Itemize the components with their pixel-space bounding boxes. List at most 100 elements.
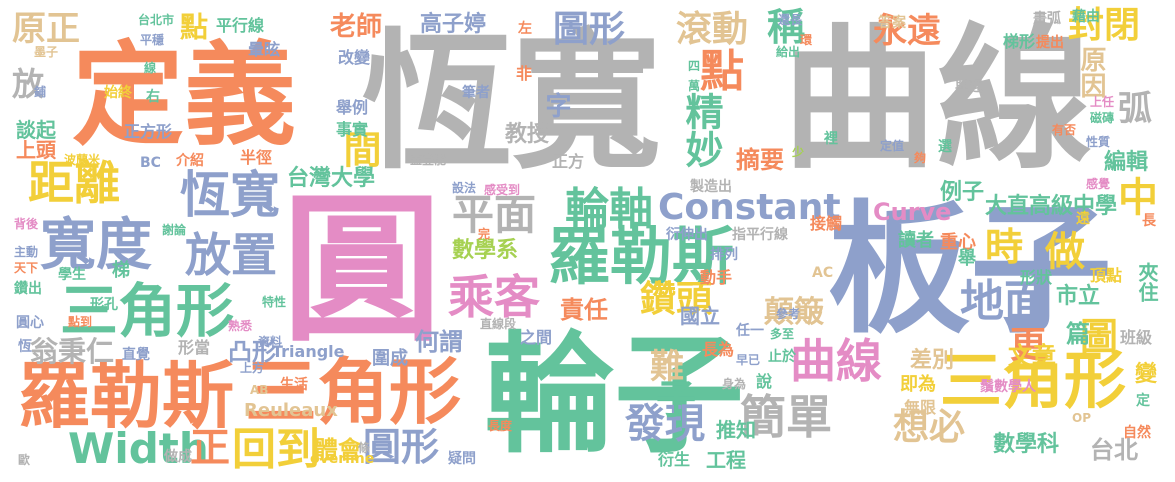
cloud-word: 衍生 [658,450,691,469]
cloud-word: 正方形 [124,122,173,141]
cloud-word: 重心 [940,232,976,253]
cloud-word: 排列 [710,247,738,263]
cloud-word: 夾住 [1135,262,1159,302]
cloud-word: 距離 [28,156,120,210]
cloud-word: 時 [985,225,1024,269]
cloud-word: 線 [144,61,157,75]
cloud-word: 羅勒斯 [548,220,735,293]
cloud-word: 字 [541,92,571,118]
cloud-word: 平面 [452,190,537,239]
cloud-word: 任一 [736,323,764,339]
cloud-word: 台北 [1090,436,1138,464]
cloud-word: 形孔 [90,297,118,313]
cloud-word: 遠 [1076,211,1090,227]
cloud-word: 國立 [680,304,720,328]
cloud-word: 早已 [736,353,761,367]
cloud-word: 蓋登能 [410,153,447,167]
cloud-word: 上任 [1090,95,1115,109]
cloud-word: 參考 [776,307,801,321]
cloud-word: 頂點 [1090,266,1123,285]
cloud-word: 鑽出 [14,281,42,297]
cloud-word: Reuleaux [244,400,338,421]
cloud-word: 班級 [1120,328,1153,347]
cloud-word: 環 [800,33,813,47]
cloud-word: 變 [1135,362,1158,387]
cloud-word: 三角形 [60,277,235,345]
cloud-word: 正方 [552,152,585,171]
cloud-word: 責任 [560,296,608,324]
cloud-word: 正 [190,425,230,471]
cloud-word: 磁磚 [1090,111,1115,125]
cloud-word: 性質 [1086,135,1111,149]
cloud-word: 萬 [688,79,701,93]
cloud-word: 四 [688,59,701,73]
cloud-word: 右 [146,89,160,105]
cloud-word: 還長 [778,13,803,27]
cloud-word: 疑問 [448,451,476,467]
cloud-word: 差別 [910,348,955,373]
cloud-word: 改變 [338,48,371,67]
cloud-word: 筆者 [462,85,490,101]
cloud-word: 墨子 [34,45,59,59]
cloud-word: 身為 [722,377,747,391]
cloud-word: overline [310,451,375,467]
cloud-word: 上頭 [16,138,56,162]
cloud-word: 夠 [914,151,927,165]
cloud-word: 直覺 [122,347,150,363]
cloud-word: 讀者 [898,230,934,251]
cloud-word: 推知 [716,418,756,442]
cloud-word: 市立 [1056,284,1101,309]
cloud-word: OP [1072,411,1091,425]
cloud-word: 地面 [960,276,1048,327]
cloud-word: 平穩 [140,33,165,47]
cloud-word: 左 [518,21,532,37]
cloud-word: 更 [1010,325,1047,366]
cloud-word: 形當 [178,338,211,357]
cloud-word: Constant [658,187,841,228]
cloud-word: 放 [12,65,45,103]
cloud-word: AC [812,265,834,281]
cloud-word: 有否 [1052,123,1077,137]
cloud-word: 摘要 [736,146,784,174]
cloud-word: 數學科 [993,432,1060,457]
cloud-word: 台灣大學 [287,166,376,191]
cloud-word: 波蘭米 [64,153,101,167]
cloud-word: 恆 [18,339,32,355]
cloud-word: 興趣 [955,79,983,95]
cloud-word: 永遠 [873,11,941,51]
cloud-word: 形狀 [1020,268,1053,287]
cloud-word: 中 [1118,175,1158,221]
cloud-word: 提出 [1036,35,1064,51]
cloud-word: 謝論 [162,223,187,237]
cloud-word: 事實 [336,120,369,139]
cloud-word: 回到 [232,424,320,475]
cloud-word: 曲線 [782,9,1092,190]
cloud-word: 長度 [488,419,513,433]
cloud-word: 裡 [824,131,838,147]
cloud-word: 羅勒斯 [18,354,235,438]
cloud-word: 間 [337,130,381,168]
cloud-word: 凸形 [228,338,276,366]
cloud-word: 數學系 [452,238,519,263]
cloud-word: 衍伸出 [666,227,708,243]
cloud-word: 多至 [770,327,795,341]
cloud-word: 例子 [940,180,985,205]
cloud-word: 圖形 [553,9,626,50]
cloud-word: 做 [1045,229,1085,275]
cloud-word: 生活 [280,377,308,393]
cloud-word: 始終 [104,85,132,101]
cloud-word: 原正 [12,9,80,49]
cloud-word: 答案 [878,15,906,31]
cloud-word: 特性 [262,295,287,309]
cloud-word: 圖 [1080,315,1119,359]
cloud-word: 藉由 [1072,9,1100,25]
cloud-word: 弧 [1118,89,1152,129]
cloud-word: 顛簸 [764,295,824,330]
cloud-word: 子 [656,377,696,423]
cloud-word: 定值 [880,139,905,153]
cloud-word: 三角形 [940,344,1127,417]
cloud-word: 定義 [72,31,296,161]
cloud-word: 恆寬 [362,16,663,190]
cloud-word: 熟悉 [228,319,253,333]
